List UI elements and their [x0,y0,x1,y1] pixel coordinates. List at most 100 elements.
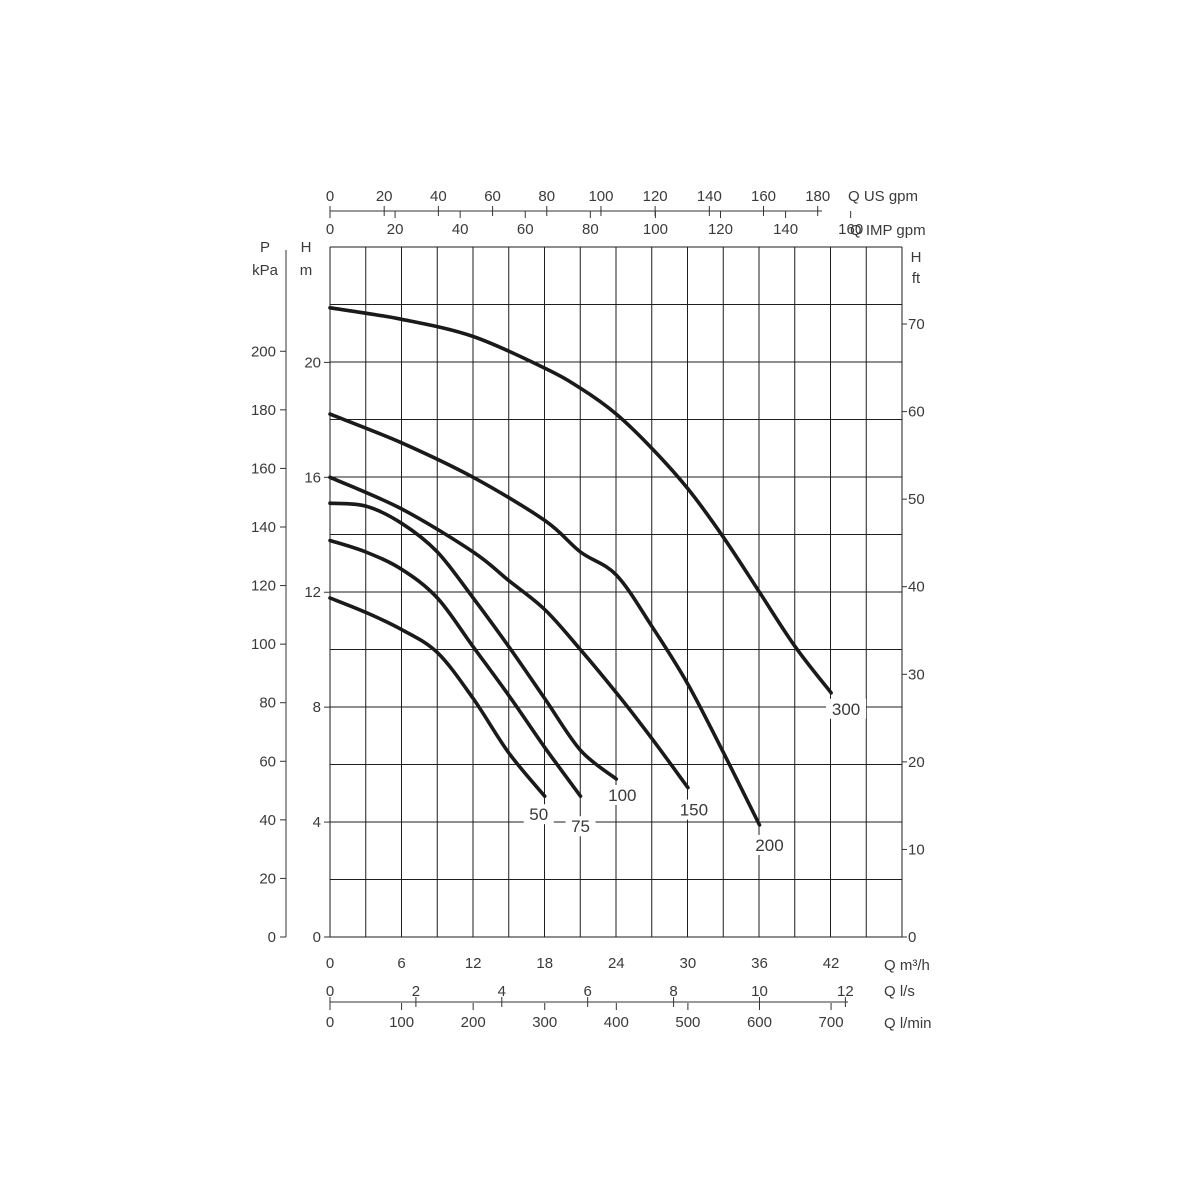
m3h-tick-label: 36 [751,955,768,972]
head-ft-axis-title: H [911,249,922,266]
kpa-tick-label: 100 [251,636,276,653]
kpa-tick-label: 80 [259,695,276,712]
head-ft-tick-label: 20 [908,754,925,771]
kpa-tick-label: 60 [259,753,276,770]
series-label-bg [602,784,643,805]
us-gpm-tick-label: 80 [538,188,555,205]
kpa-tick-label: 140 [251,519,276,536]
us-gpm-tick-label: 60 [484,188,501,205]
lmin-tick-label: 400 [604,1014,629,1031]
series-label-300: 300 [832,700,860,719]
kpa-tick-label: 200 [251,343,276,360]
kpa-tick-label: 160 [251,460,276,477]
ls-tick-label: 2 [412,983,420,1000]
series-curve-100 [328,501,619,781]
kpa-tick-label: 0 [268,929,276,946]
labels-layer: 50 75 100 150 200 300 [523,698,867,855]
head-ft-tick-label: 10 [908,841,925,858]
series-curve-50 [328,596,547,798]
head-m-axis-unit: m [300,262,313,279]
lmin-tick-label: 500 [675,1014,700,1031]
kpa-tick-label: 20 [259,870,276,887]
imp-gpm-tick-label: 80 [582,221,599,238]
us-gpm-axis-title: Q US gpm [848,188,918,205]
ls-tick-label: 6 [584,983,592,1000]
kpa-axis-title: P [260,239,270,256]
m3h-tick-label: 18 [536,955,553,972]
ls-tick-label: 12 [837,983,854,1000]
kpa-tick-label: 120 [251,578,276,595]
us-gpm-tick-label: 20 [376,188,393,205]
ls-tick-label: 0 [326,983,334,1000]
head-m-axis-title: H [301,239,312,256]
imp-gpm-tick-label: 40 [452,221,469,238]
imp-gpm-axis-title: Q IMP gpm [850,222,926,239]
us-gpm-tick-label: 0 [326,188,334,205]
ls-axis-title: Q l/s [884,983,915,1000]
series-label-100: 100 [608,786,636,805]
imp-gpm-tick-label: 20 [387,221,404,238]
lmin-axis-title: Q l/min [884,1015,932,1032]
lmin-tick-label: 700 [819,1014,844,1031]
imp-gpm-tick-label: 100 [643,221,668,238]
m3h-tick-label: 6 [397,955,405,972]
series-curve-150 [328,475,690,790]
ls-tick-label: 8 [669,983,677,1000]
grid-layer [329,246,903,938]
series-label-50: 50 [529,805,548,824]
head-ft-axis-unit: ft [912,270,921,287]
head-ft-tick-label: 0 [908,929,916,946]
kpa-tick-label: 40 [259,812,276,829]
us-gpm-tick-label: 180 [805,188,830,205]
lmin-tick-label: 0 [326,1014,334,1031]
series-curve-300 [328,306,833,695]
us-gpm-tick-label: 140 [697,188,722,205]
series-label-200: 200 [755,836,783,855]
imp-gpm-tick-label: 0 [326,221,334,238]
kpa-axis-unit: kPa [252,262,279,279]
lmin-tick-label: 200 [461,1014,486,1031]
series-label-bg [523,804,554,825]
m3h-tick-label: 42 [823,955,840,972]
head-m-tick-label: 20 [304,354,321,371]
head-ft-tick-label: 40 [908,579,925,596]
series-label-bg [749,834,790,855]
m3h-tick-label: 12 [465,955,482,972]
head-ft-tick-label: 50 [908,491,925,508]
series-curve-75 [328,538,583,798]
series-label-bg [673,799,714,820]
ls-tick-label: 10 [751,983,768,1000]
m3h-tick-label: 24 [608,955,625,972]
imp-gpm-tick-label: 140 [773,221,798,238]
series-label-bg [565,816,596,837]
series-label-150: 150 [680,801,708,820]
head-m-tick-label: 16 [304,469,321,486]
lmin-tick-label: 600 [747,1014,772,1031]
m3h-tick-label: 30 [680,955,697,972]
curves-layer [328,306,833,827]
axes-layer: PkPa020406080100120140160180200Hm0481216… [251,188,932,1032]
head-m-tick-label: 12 [304,584,321,601]
us-gpm-tick-label: 120 [643,188,668,205]
imp-gpm-tick-label: 120 [708,221,733,238]
head-ft-tick-label: 60 [908,404,925,421]
head-m-tick-label: 8 [313,699,321,716]
lmin-tick-label: 300 [532,1014,557,1031]
us-gpm-tick-label: 40 [430,188,447,205]
kpa-tick-label: 180 [251,402,276,419]
us-gpm-tick-label: 160 [751,188,776,205]
ls-tick-label: 4 [498,983,506,1000]
imp-gpm-tick-label: 160 [838,221,863,238]
head-m-tick-label: 0 [313,929,321,946]
series-label-75: 75 [571,817,590,836]
imp-gpm-tick-label: 60 [517,221,534,238]
m3h-axis-title: Q m³/h [884,957,930,974]
us-gpm-tick-label: 100 [588,188,613,205]
head-ft-tick-label: 70 [908,316,925,333]
head-ft-tick-label: 30 [908,666,925,683]
series-label-bg [826,698,867,719]
lmin-tick-label: 100 [389,1014,414,1031]
head-m-tick-label: 4 [313,814,321,831]
m3h-tick-label: 0 [326,955,334,972]
